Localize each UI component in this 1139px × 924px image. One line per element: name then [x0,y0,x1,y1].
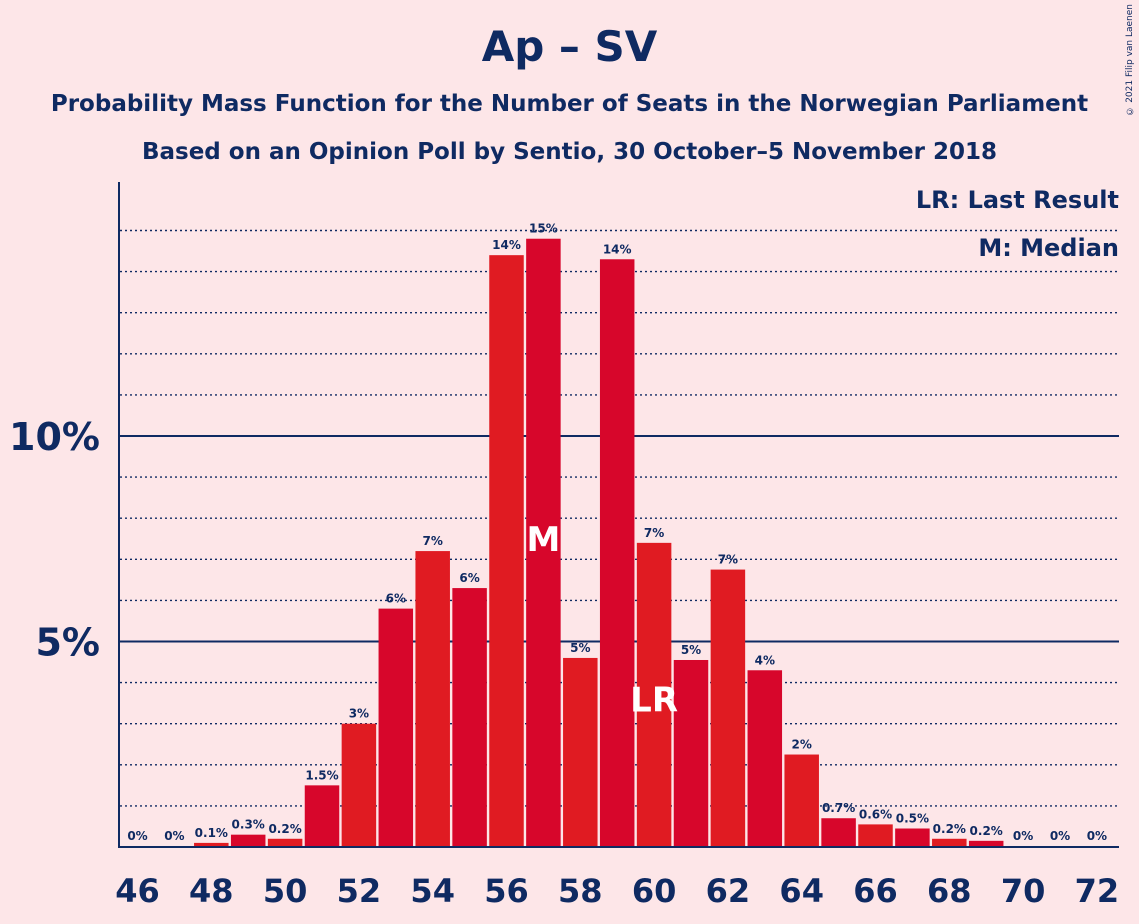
data-label-53: 6% [386,592,406,606]
data-label-60: 7% [644,526,664,540]
bar-63 [747,670,783,847]
bar-52 [341,723,377,847]
bar-55 [452,588,487,847]
bar-54 [415,551,450,847]
data-label-69: 0.2% [970,824,1003,838]
bar-58 [563,657,598,847]
bar-50 [267,838,303,847]
data-label-50: 0.2% [268,822,301,836]
chart-title: Ap – SV [481,22,658,71]
data-label-54: 7% [423,534,443,548]
x-tick-label: 60 [632,872,677,910]
legend-last-result: LR: Last Result [915,186,1119,214]
data-label-62: 7% [718,553,738,567]
data-label-68: 0.2% [933,822,966,836]
bar-65 [821,818,856,847]
x-tick-label: 64 [779,872,824,910]
y-tick-label: 10% [9,415,100,459]
data-label-52: 3% [349,707,369,721]
bar-60 [636,542,672,847]
bar-66 [858,824,893,847]
x-tick-label: 70 [1001,872,1046,910]
data-label-51: 1.5% [305,768,338,782]
bar-64 [784,754,819,847]
bar-62 [710,569,746,847]
data-label-63: 4% [755,653,775,667]
bar-49 [230,834,266,847]
data-label-48: 0.1% [195,826,228,840]
bar-67 [895,828,930,847]
legend-median: M: Median [978,234,1119,262]
x-tick-label: 72 [1075,872,1120,910]
data-label-57: 15% [529,222,558,236]
data-label-47: 0% [164,829,184,843]
x-tick-label: 54 [410,872,455,910]
y-tick-label: 5% [35,621,100,665]
x-tick-label: 50 [263,872,308,910]
data-label-46: 0% [127,829,147,843]
bar-48 [194,842,229,847]
chart-subtitle-1: Probability Mass Function for the Number… [50,91,1089,117]
data-label-56: 14% [492,238,521,252]
bar-56 [489,255,524,847]
last-result-marker: LR [630,680,678,720]
x-tick-label: 66 [853,872,898,910]
bar-61 [673,659,709,847]
bar-59 [599,259,635,847]
bar-51 [304,785,340,847]
x-tick-label: 68 [927,872,972,910]
data-label-70: 0% [1013,829,1033,843]
bar-53 [378,608,414,847]
data-label-65: 0.7% [822,801,855,815]
bar-68 [932,838,967,847]
data-label-55: 6% [459,571,479,585]
data-label-67: 0.5% [896,812,929,826]
x-tick-label: 62 [706,872,751,910]
x-tick-label: 48 [189,872,234,910]
bar-69 [968,840,1004,847]
data-label-58: 5% [570,641,590,655]
data-label-61: 5% [681,643,701,657]
chart-subtitle-2: Based on an Opinion Poll by Sentio, 30 O… [141,139,998,165]
data-label-71: 0% [1050,829,1070,843]
data-label-64: 2% [792,738,812,752]
data-label-59: 14% [603,242,632,256]
data-label-49: 0.3% [232,818,265,832]
x-tick-label: 52 [337,872,382,910]
x-tick-label: 58 [558,872,603,910]
median-marker: M [526,520,560,560]
data-label-66: 0.6% [859,807,892,821]
x-tick-label: 46 [115,872,160,910]
data-label-72: 0% [1087,829,1107,843]
x-tick-label: 56 [484,872,529,910]
bar-57 [526,238,561,848]
